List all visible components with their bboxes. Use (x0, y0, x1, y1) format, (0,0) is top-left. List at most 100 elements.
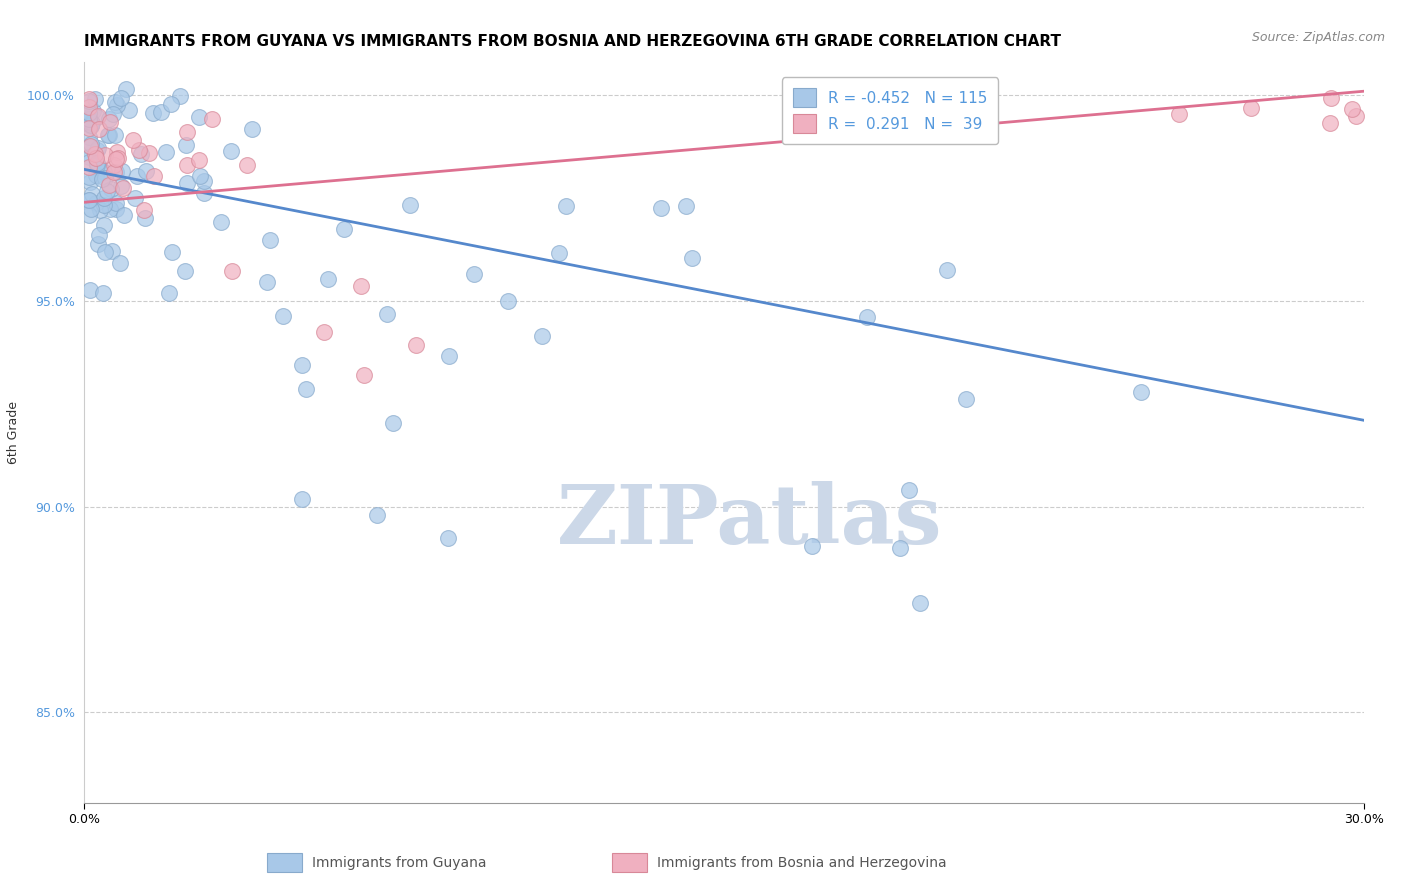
Point (112, 208, 135, 222)
Point (898, 483, 921, 497)
Point (681, 252, 703, 266)
Point (77, 120, 100, 135)
Point (531, 328, 554, 343)
Text: Source: ZipAtlas.com: Source: ZipAtlas.com (1251, 31, 1385, 45)
Point (314, 326, 336, 340)
Point (97, 128, 120, 142)
Point (112, 181, 135, 195)
Point (463, 267, 485, 281)
Point (291, 492, 314, 507)
Point (79, 129, 101, 144)
Point (176, 158, 198, 172)
Point (157, 286, 180, 301)
Point (188, 110, 211, 124)
Point (221, 264, 243, 278)
Point (439, 349, 461, 363)
Point (77, 112, 100, 126)
Point (437, 531, 460, 545)
Point (132, 203, 155, 218)
Point (90, 172, 112, 186)
Point (496, 293, 519, 308)
Point (80, 118, 103, 132)
Point (86, 109, 108, 123)
Point (77, 208, 100, 222)
Point (650, 201, 672, 215)
Point (259, 233, 281, 247)
Point (108, 255, 131, 269)
Point (142, 106, 165, 120)
Point (160, 97, 183, 112)
Text: Immigrants from Bosnia and Herzegovina: Immigrants from Bosnia and Herzegovina (657, 855, 946, 870)
Point (77, 170, 100, 185)
Point (110, 178, 132, 193)
Point (855, 310, 877, 324)
Point (240, 122, 263, 136)
Point (1167, 107, 1189, 121)
Point (77, 110, 100, 124)
Point (96, 184, 118, 198)
Point (77, 150, 100, 164)
Point (79, 175, 101, 189)
Point (176, 176, 198, 190)
Point (77, 92, 100, 106)
Point (77, 155, 100, 169)
Point (84, 168, 107, 182)
Point (333, 222, 356, 236)
Point (381, 416, 404, 430)
Point (77, 160, 100, 174)
Point (290, 358, 312, 372)
Point (118, 103, 141, 117)
Point (104, 95, 127, 109)
Point (160, 244, 183, 259)
Point (77, 100, 100, 114)
Point (104, 202, 127, 216)
Point (935, 263, 957, 277)
Point (80, 116, 103, 130)
Point (801, 539, 824, 553)
Point (87, 122, 110, 136)
Point (101, 244, 124, 259)
Point (1341, 102, 1364, 116)
Point (84, 152, 107, 166)
Point (219, 145, 242, 159)
Point (83, 92, 105, 106)
Point (366, 508, 388, 523)
Point (193, 173, 215, 187)
Point (100, 181, 122, 195)
Point (83, 146, 105, 161)
Point (1346, 109, 1368, 123)
Point (77, 193, 100, 207)
Point (399, 198, 422, 212)
Point (142, 169, 165, 184)
Point (105, 145, 128, 159)
Point (353, 368, 375, 382)
Point (256, 276, 278, 290)
Point (93, 191, 115, 205)
Point (104, 153, 127, 167)
Point (93, 219, 115, 233)
Point (236, 157, 259, 171)
Point (98, 202, 121, 216)
Point (121, 133, 143, 147)
Point (548, 246, 571, 260)
Point (295, 383, 318, 397)
Point (94, 170, 117, 185)
Point (405, 337, 427, 351)
Point (80, 137, 103, 152)
Point (105, 196, 128, 211)
Point (80, 116, 103, 130)
Point (84, 196, 107, 211)
Point (86, 143, 108, 157)
Point (103, 165, 125, 179)
Point (91, 285, 114, 300)
Point (675, 199, 697, 213)
Point (889, 541, 911, 556)
Point (155, 145, 177, 159)
Y-axis label: 6th Grade: 6th Grade (7, 401, 20, 464)
Point (115, 82, 138, 96)
Point (77, 106, 100, 120)
Point (93, 197, 115, 211)
Point (87, 141, 110, 155)
Point (107, 151, 129, 165)
Point (187, 153, 209, 167)
